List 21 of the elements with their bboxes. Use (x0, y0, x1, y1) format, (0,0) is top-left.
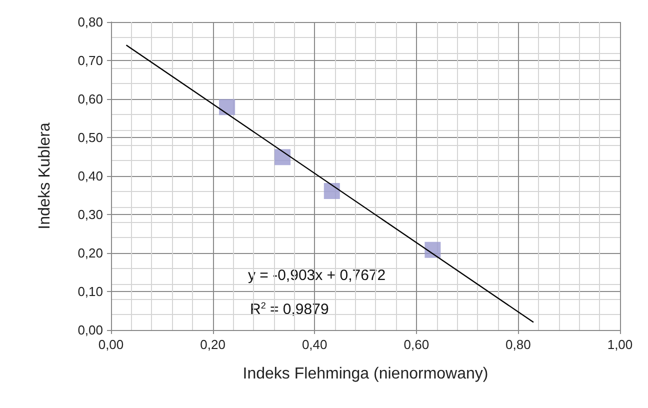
y-tick-label: 0,30 (78, 207, 103, 222)
point (424, 242, 441, 258)
y-tick-label: 0,60 (78, 92, 103, 106)
x-tick-label: 0,20 (200, 337, 226, 352)
point (324, 183, 340, 200)
x-axis-title: Indeks Flehminga (nienormowany) (242, 366, 488, 382)
x-tick-label: 0,40 (302, 337, 328, 352)
x-tick-label: 1,00 (607, 337, 633, 352)
point (274, 149, 291, 166)
y-tick-label: 0,20 (78, 246, 103, 260)
x-tick-label: 0,00 (98, 337, 124, 352)
y-tick-label: 0,40 (78, 168, 103, 184)
x-tick-label: 0,60 (404, 337, 430, 352)
y-tick-label: 0,00 (78, 322, 103, 338)
x-tick-label: 0,80 (506, 337, 531, 352)
y-tick-label: 0,10 (78, 284, 103, 299)
point (219, 99, 236, 116)
y-tick-label: 0,70 (78, 53, 103, 68)
y-tick-label: 0,50 (78, 130, 103, 145)
y-axis-title: Indeks Kublera (36, 122, 54, 230)
y-tick-label: 0,80 (78, 14, 103, 30)
